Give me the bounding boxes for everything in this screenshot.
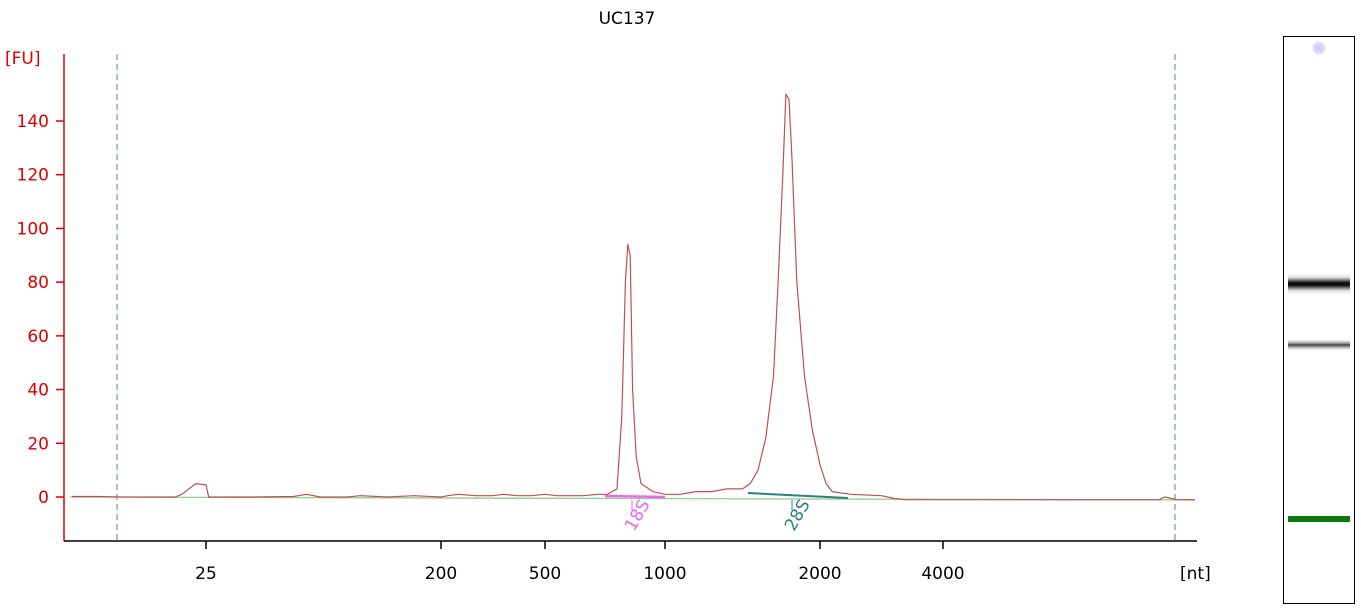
y-axis-ticks: 0 20 40 60 80 100 120 140	[17, 112, 64, 508]
x-axis-ticks: 25 200 500 1000 2000 4000	[195, 541, 965, 584]
baseline-28s-segment	[747, 492, 849, 499]
chart-title: UC137	[599, 9, 656, 29]
peak-markers: 18S 28S	[621, 496, 815, 534]
x-tick-label: 200	[425, 564, 457, 584]
x-tick-label: 500	[529, 564, 561, 584]
x-tick-label: 2000	[798, 564, 841, 584]
y-tick-label: 140	[17, 112, 49, 132]
series-group	[72, 93, 1195, 501]
gel-band-18s	[1288, 340, 1350, 350]
y-tick-label: 40	[27, 381, 49, 401]
y-axis-label: [FU]	[5, 49, 41, 69]
gel-lane-image	[1283, 36, 1355, 604]
x-tick-label: 1000	[643, 564, 686, 584]
y-tick-label: 120	[17, 166, 49, 186]
peak-marker-label: 28S	[781, 496, 815, 534]
peak-marker-label: 18S	[621, 496, 655, 534]
electropherogram-chart: UC137 [FU] [nt] 0 20 40 60 80 100 120 140 25 200…	[5, 9, 1211, 584]
x-tick-label: 25	[195, 564, 217, 584]
ladder-marker-lines	[116, 54, 1176, 540]
baseline-18s-segment	[604, 494, 666, 499]
gel-marker-band	[1288, 516, 1350, 522]
y-tick-label: 20	[27, 434, 49, 454]
y-tick-label: 80	[27, 273, 49, 293]
x-tick-label: 4000	[921, 564, 964, 584]
x-axis-label: [nt]	[1180, 564, 1211, 584]
gel-upper-spot	[1312, 41, 1326, 55]
y-tick-label: 100	[17, 219, 49, 239]
gel-band-28s	[1288, 273, 1350, 295]
y-tick-label: 60	[27, 327, 49, 347]
y-tick-label: 0	[38, 488, 49, 508]
trace-line	[72, 93, 1195, 501]
